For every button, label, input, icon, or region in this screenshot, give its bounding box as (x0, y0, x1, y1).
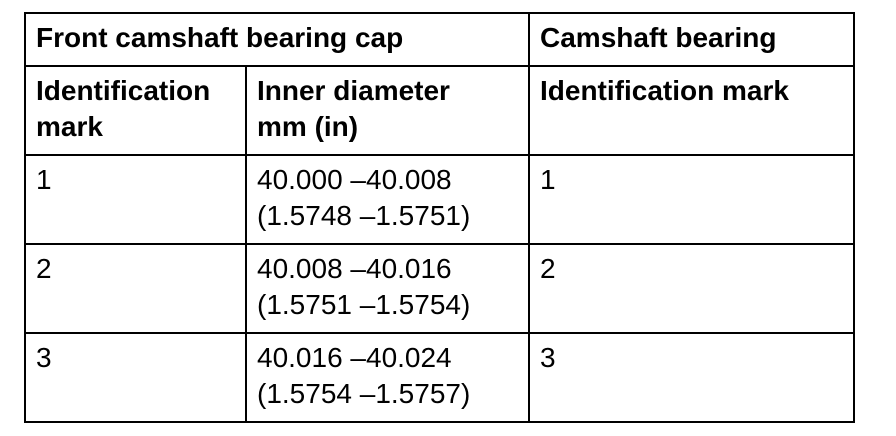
diameter-in-value: (1.5748 –1.5751) (257, 200, 471, 231)
bearing-mark-header-text: Identification mark (540, 75, 789, 106)
cap-mark-cell: 2 (24, 243, 247, 334)
bearing-mark-value: 3 (540, 342, 556, 373)
diameter-mm-value: 40.016 –40.024 (257, 342, 452, 373)
front-cap-header-text: Front camshaft bearing cap (36, 22, 404, 53)
group-header-row: Front camshaft bearing cap Camshaft bear… (24, 12, 855, 67)
cap-mark-cell: 1 (24, 154, 247, 245)
bearing-mark-value: 2 (540, 253, 556, 284)
bearing-mark-cell: 2 (528, 243, 855, 334)
cap-mark-cell: 3 (24, 332, 247, 423)
cap-mark-value: 3 (36, 342, 52, 373)
bearing-header-text: Camshaft bearing (540, 22, 777, 53)
bearing-mark-header: Identification mark (528, 65, 855, 156)
front-cap-header: Front camshaft bearing cap (24, 12, 530, 67)
diameter-header: Inner diameter mm (in) (245, 65, 530, 156)
diameter-in-value: (1.5751 –1.5754) (257, 289, 471, 320)
bearing-header: Camshaft bearing (528, 12, 855, 67)
column-header-row: Identification mark Inner diameter mm (i… (24, 65, 855, 156)
cap-mark-header-line1: Identification (36, 75, 211, 106)
table-row: 2 40.008 –40.016 (1.5751 –1.5754) 2 (24, 243, 855, 334)
diameter-header-line2: mm (in) (257, 111, 359, 142)
bearing-mark-cell: 3 (528, 332, 855, 423)
table-row: 1 40.000 –40.008 (1.5748 –1.5751) 1 (24, 154, 855, 245)
diameter-mm-value: 40.000 –40.008 (257, 164, 452, 195)
diameter-cell: 40.008 –40.016 (1.5751 –1.5754) (245, 243, 530, 334)
bearing-mark-cell: 1 (528, 154, 855, 245)
cap-mark-value: 2 (36, 253, 52, 284)
cap-mark-header: Identification mark (24, 65, 247, 156)
table-row: 3 40.016 –40.024 (1.5754 –1.5757) 3 (24, 332, 855, 423)
diameter-cell: 40.000 –40.008 (1.5748 –1.5751) (245, 154, 530, 245)
diameter-in-value: (1.5754 –1.5757) (257, 378, 471, 409)
cap-mark-header-line2: mark (36, 111, 103, 142)
diameter-mm-value: 40.008 –40.016 (257, 253, 452, 284)
diameter-header-line1: Inner diameter (257, 75, 450, 106)
bearing-mark-value: 1 (540, 164, 556, 195)
camshaft-bearing-table: Front camshaft bearing cap Camshaft bear… (24, 12, 855, 423)
diameter-cell: 40.016 –40.024 (1.5754 –1.5757) (245, 332, 530, 423)
cap-mark-value: 1 (36, 164, 52, 195)
